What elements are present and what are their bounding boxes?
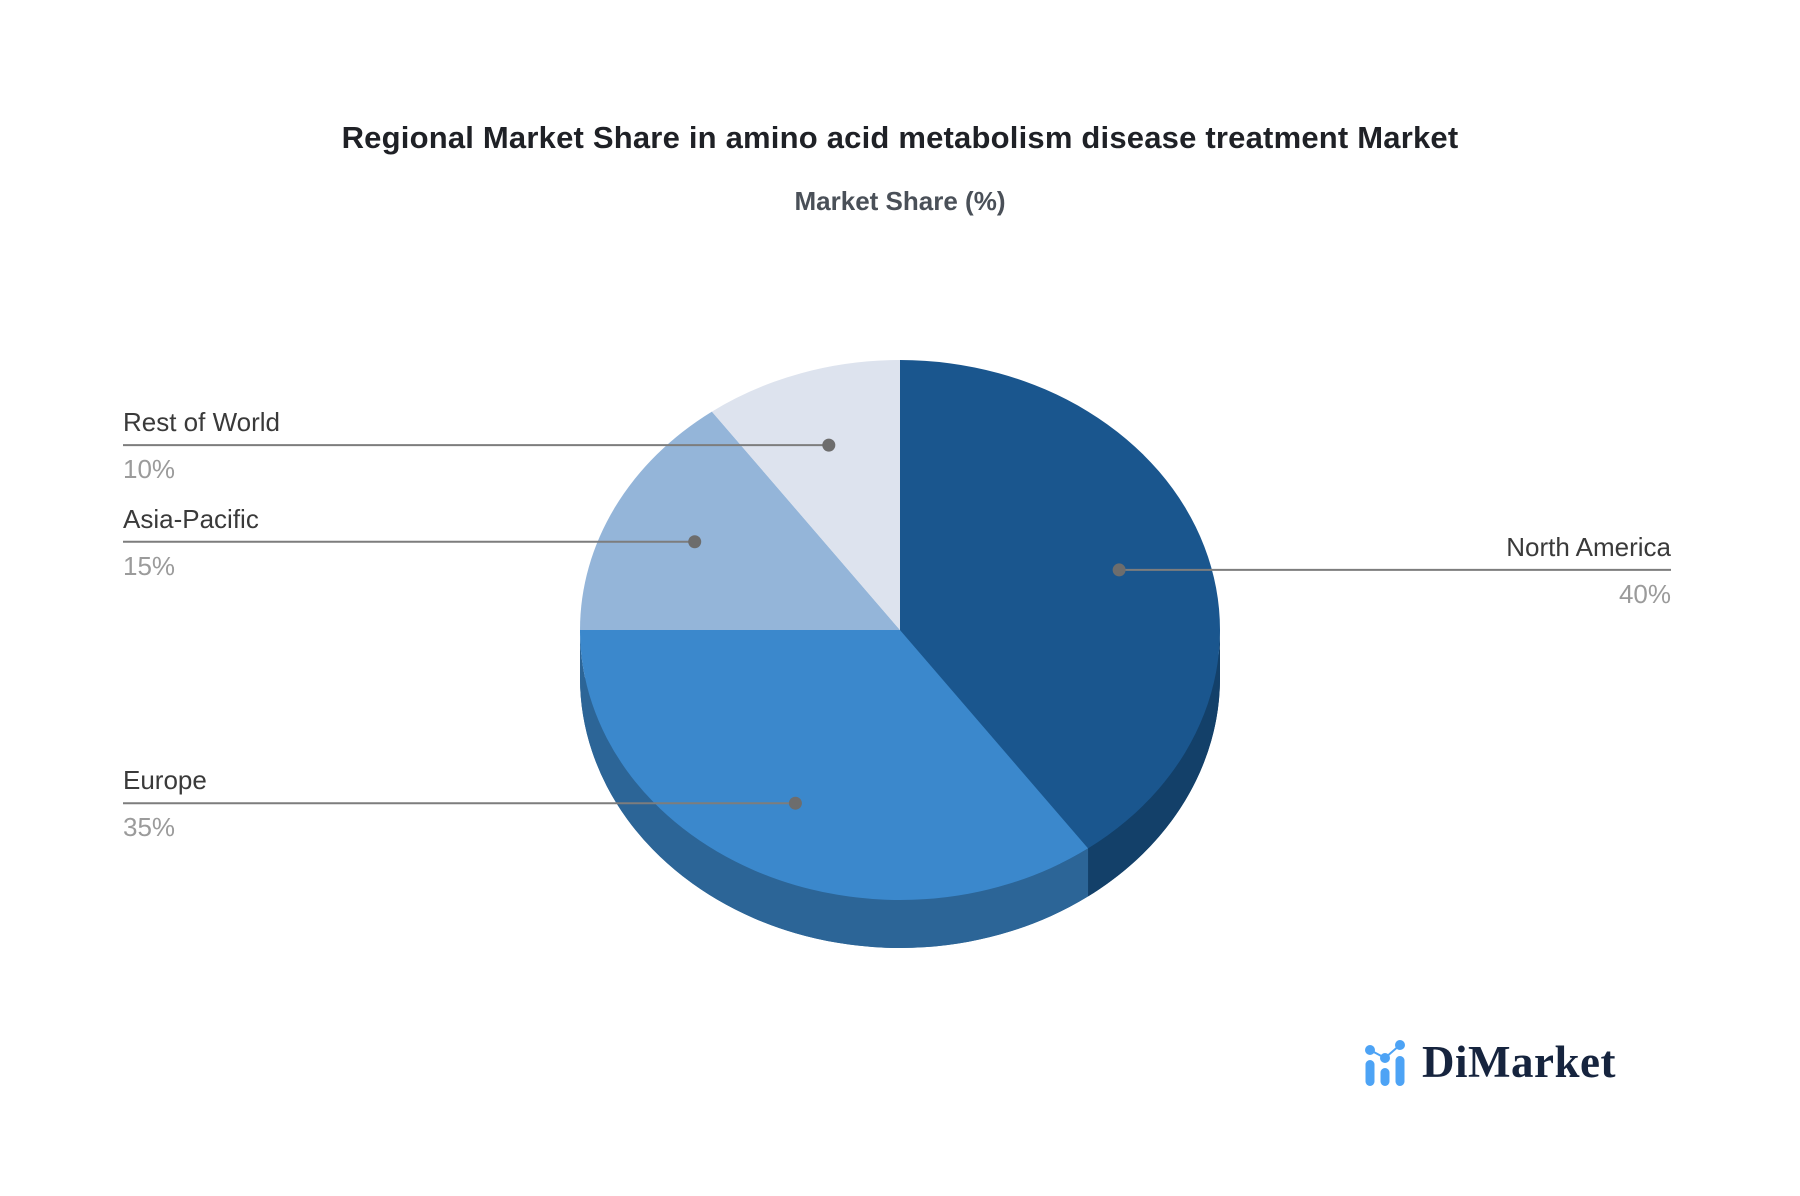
pie-slice-side-north-america — [1088, 630, 1220, 897]
logo: DiMarket — [1363, 1038, 1616, 1086]
slice-name: Rest of World — [123, 406, 281, 437]
leader-dot-asia-pacific — [688, 535, 702, 549]
slice-value: 10% — [123, 454, 176, 485]
leader-dot-rest-of-world — [822, 438, 836, 452]
pie-slice-side-europe — [580, 630, 1089, 948]
chart-subtitle: Market Share (%) — [794, 186, 1006, 216]
slice-value: 15% — [123, 550, 176, 581]
leader-dot-north-america — [1112, 563, 1126, 577]
logo-text: DiMarket — [1422, 1036, 1616, 1087]
slice-name: North America — [1506, 531, 1671, 562]
slice-name: Europe — [123, 765, 207, 796]
bar-chart-logo-icon — [1365, 1040, 1405, 1086]
pie-slice-asia-pacific[interactable] — [580, 411, 900, 630]
pie-slice-europe[interactable] — [580, 630, 1089, 901]
slice-value: 40% — [1618, 578, 1671, 609]
slice-name: Asia-Pacific — [123, 503, 259, 534]
leader-dot-europe — [788, 796, 802, 810]
chart-title: Regional Market Share in amino acid meta… — [341, 120, 1459, 155]
slice-value: 35% — [123, 812, 176, 843]
pie-slice-north-america[interactable] — [900, 360, 1221, 849]
pie-slice-rest-of-world[interactable] — [711, 360, 900, 630]
